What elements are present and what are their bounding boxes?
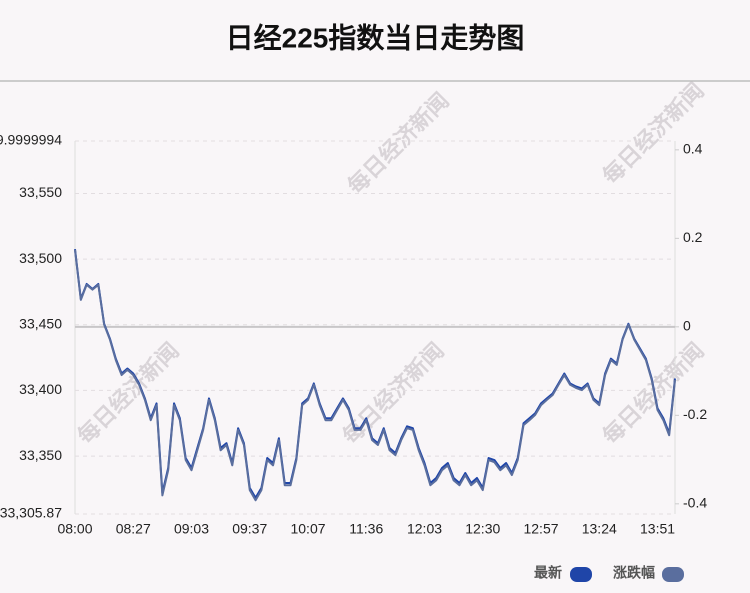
x-tick-label: 13:24 bbox=[582, 521, 617, 537]
x-tick-label: 10:07 bbox=[290, 521, 325, 537]
y2-tick-label: -0.4 bbox=[683, 495, 707, 511]
y-tick-label: 33,350 bbox=[19, 447, 62, 463]
y-tick-label: 33,550 bbox=[19, 184, 62, 200]
y-tick-label: 33,450 bbox=[19, 315, 62, 331]
y2-tick-label: -0.2 bbox=[683, 406, 707, 422]
watermark: 每日经济新闻 bbox=[73, 338, 184, 449]
watermark: 每日经济新闻 bbox=[598, 78, 709, 189]
x-tick-label: 11:36 bbox=[349, 521, 383, 537]
y2-tick-label: 0 bbox=[683, 318, 691, 334]
watermark: 每日经济新闻 bbox=[338, 338, 449, 449]
x-tick-label: 09:37 bbox=[232, 521, 267, 537]
legend-swatch bbox=[662, 567, 684, 582]
x-tick-label: 08:00 bbox=[57, 521, 92, 537]
legend-swatch bbox=[570, 567, 592, 582]
x-tick-label: 12:03 bbox=[407, 521, 442, 537]
legend-label: 最新 bbox=[534, 565, 562, 581]
y-tick-label: 33,400 bbox=[19, 381, 62, 397]
y-tick-label: 33,500 bbox=[19, 250, 62, 266]
y2-tick-label: 0.4 bbox=[683, 141, 703, 157]
x-tick-label: 08:27 bbox=[116, 521, 151, 537]
watermark: 每日经济新闻 bbox=[343, 88, 454, 199]
y-tick-label: 33,305.87 bbox=[0, 505, 62, 521]
x-tick-label: 12:30 bbox=[465, 521, 500, 537]
y2-tick-label: 0.2 bbox=[683, 229, 703, 245]
legend-label: 涨跌幅 bbox=[613, 565, 655, 581]
y-tick-label: 33,589.9999994 bbox=[0, 132, 62, 148]
x-tick-label: 12:57 bbox=[523, 521, 558, 537]
series-line bbox=[74, 249, 676, 502]
x-tick-label: 09:03 bbox=[174, 521, 209, 537]
chart-title: 日经225指数当日走势图 bbox=[226, 21, 525, 53]
x-tick-label: 13:51 bbox=[640, 521, 675, 537]
